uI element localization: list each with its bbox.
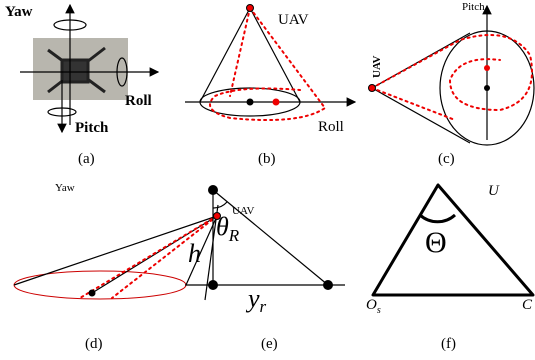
- label: UAV: [371, 56, 383, 78]
- label: Pitch: [75, 120, 109, 136]
- panel-f: U Θ Os C (f): [366, 183, 533, 352]
- label: Roll: [318, 119, 344, 135]
- caption: (c): [438, 151, 455, 167]
- label: Yaw: [55, 182, 75, 194]
- panel-c: Pitch UAV (c): [369, 1, 535, 167]
- caption: (b): [258, 151, 276, 167]
- label: Os: [366, 297, 381, 316]
- caption: (d): [85, 336, 103, 352]
- panel-b: UAV Roll (b): [185, 5, 355, 168]
- label: Θ: [425, 226, 447, 259]
- label: Pitch: [462, 1, 485, 13]
- caption: (e): [261, 336, 278, 352]
- label: UAV: [278, 12, 309, 28]
- label: Yaw: [5, 4, 33, 20]
- label: U: [488, 183, 500, 199]
- label: h: [188, 239, 201, 268]
- label: yr: [245, 284, 267, 316]
- caption: (f): [441, 336, 456, 352]
- caption: (a): [78, 151, 95, 167]
- figure: Yaw Roll Pitch (a) UAV Roll (b) Pitch UA…: [0, 0, 535, 360]
- label: C: [522, 297, 533, 313]
- label: Roll: [125, 93, 152, 109]
- panel-a: Yaw Roll Pitch (a): [5, 4, 158, 167]
